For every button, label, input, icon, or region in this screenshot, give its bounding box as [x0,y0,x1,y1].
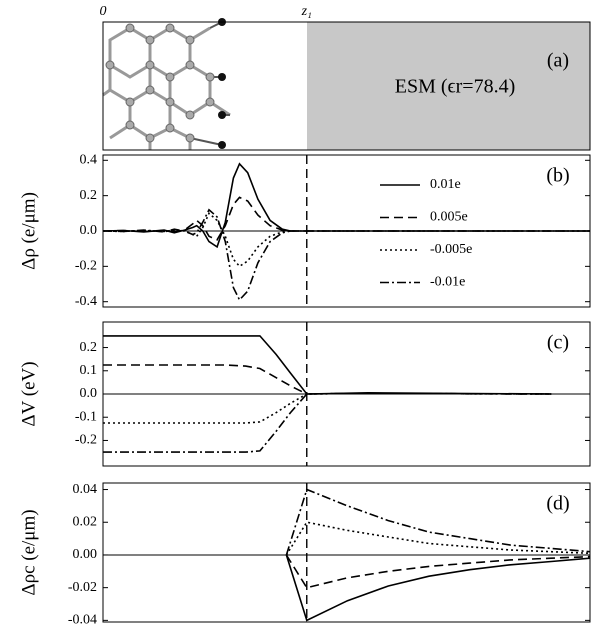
graphene-structure [102,26,231,150]
panel-frame [102,21,591,151]
data-line [103,364,552,395]
panel-label: (c) [547,332,569,354]
y-tick-label: 0.2 [80,188,98,203]
esm-label: ESM (ϵr=78.4) [395,76,515,98]
y-tick-label: -0.04 [68,613,97,628]
panel-label: (b) [546,165,569,187]
y-tick-label: 0.1 [80,363,98,378]
atoms [105,23,215,143]
y-tick-label: 0.0 [80,386,98,401]
y-tick-label: 0.4 [80,153,98,168]
data-line [102,196,590,241]
data-line [285,554,591,589]
y-axis-label: Δρ (e/μm) [18,192,39,270]
x-tick-label: 0 [100,4,107,19]
panel-label: (a) [547,50,569,72]
y-tick-label: 0.02 [73,514,98,529]
data-line [102,162,590,249]
hydrogen-atoms [218,18,226,149]
data-line [103,392,552,453]
y-axis-label: Δρc (e/μm) [18,509,39,595]
y-tick-label: 0.0 [80,223,98,238]
data-line [285,488,591,556]
y-tick-label: 0.04 [73,482,98,497]
panel-label: (d) [546,493,569,515]
y-tick-label: -0.2 [75,433,97,448]
y-tick-label: 0.2 [80,340,98,355]
data-line [103,392,552,424]
legend-label: -0.005e [430,242,472,257]
esm-region [307,22,590,150]
legend-label: 0.005e [430,210,468,225]
data-line [102,208,590,302]
data-line [102,211,590,268]
y-axis-label: ΔV (eV) [18,361,39,426]
data-line [285,554,591,622]
x-tick-label: z₁ [301,4,312,19]
legend-label: -0.01e [430,275,465,290]
legend-label: 0.01e [430,177,461,192]
data-line [103,335,552,395]
y-tick-label: -0.2 [75,259,97,274]
panel-frame [102,482,591,623]
panel-a: ESM (ϵr=78.4) (a) [102,18,591,151]
y-tick-label: 0.00 [73,547,98,562]
y-tick-label: -0.02 [68,580,97,595]
y-tick-label: -0.4 [75,294,97,309]
data-line [285,521,591,556]
y-tick-label: -0.1 [75,409,97,424]
